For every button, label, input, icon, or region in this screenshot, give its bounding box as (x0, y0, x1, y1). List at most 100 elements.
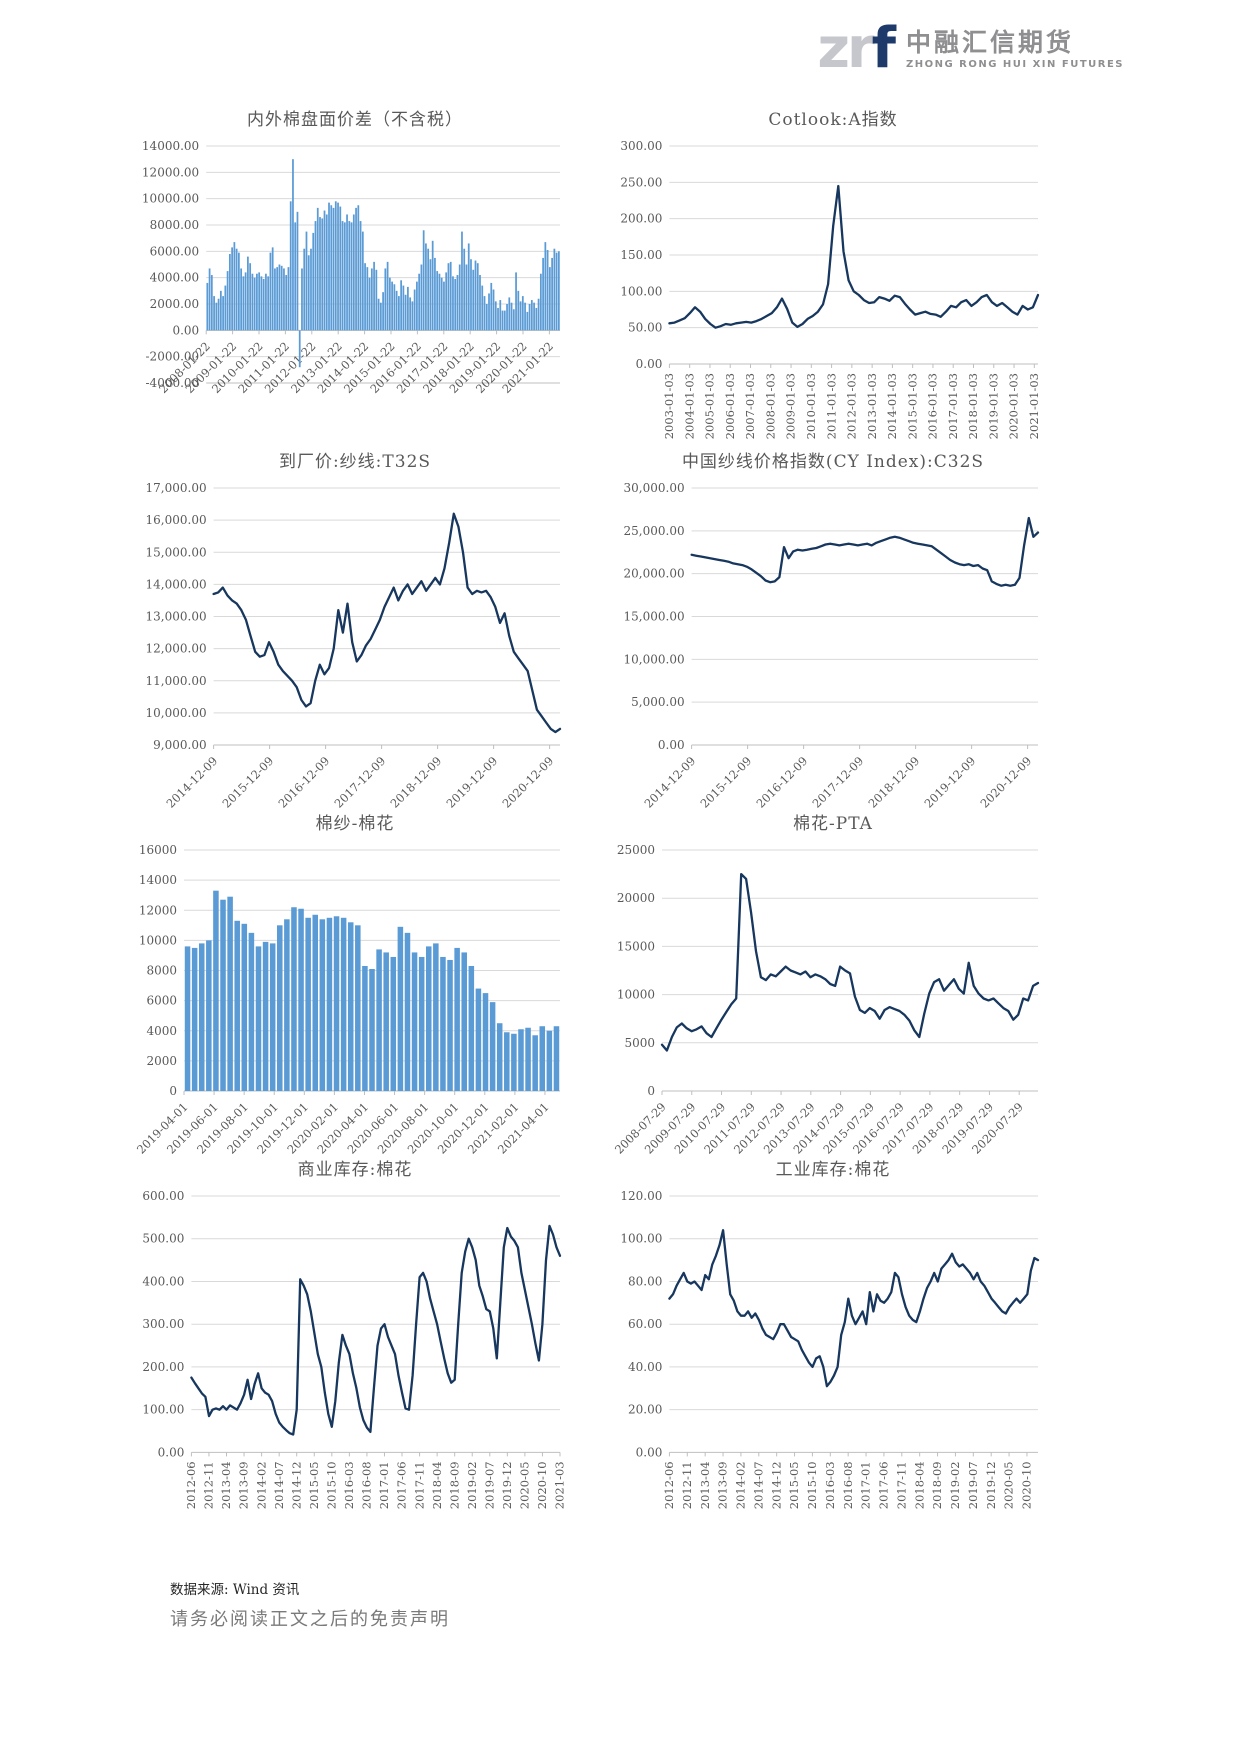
svg-text:2006-01-03: 2006-01-03 (723, 373, 737, 439)
svg-text:2017-01-03: 2017-01-03 (946, 373, 960, 439)
svg-text:100.00: 100.00 (142, 1403, 184, 1417)
svg-text:2020-12-09: 2020-12-09 (500, 754, 557, 810)
svg-text:16000: 16000 (139, 843, 177, 857)
svg-text:2014-07: 2014-07 (272, 1461, 286, 1509)
line-chart-canvas: 9,000.00 10,000.00 11,000.00 12,000.00 13,00… (146, 481, 562, 810)
svg-text:2014-02: 2014-02 (254, 1461, 268, 1509)
svg-text:2012-06: 2012-06 (662, 1461, 676, 1509)
chart-cotlook-a-index: Cotlook:A指数 0.00 50.00 100.00 150.00 200.00 2… (613, 106, 1053, 448)
svg-text:300.00: 300.00 (620, 139, 662, 153)
svg-text:10000.00: 10000.00 (142, 192, 199, 206)
chart-title: 棉纱-棉花 (315, 814, 395, 834)
svg-text:2019-02: 2019-02 (948, 1461, 962, 1509)
svg-text:20,000.00: 20,000.00 (624, 567, 685, 581)
bar-chart-canvas: -4000.00 -2000.00 0.00 2000.00 4000.00 6000.0… (142, 139, 560, 396)
chart-title: 内外棉盘面价差（不含税） (247, 110, 463, 130)
svg-text:30,000.00: 30,000.00 (624, 481, 685, 495)
svg-text:2018-01-03: 2018-01-03 (966, 373, 980, 439)
svg-text:250.00: 250.00 (620, 175, 662, 189)
svg-text:2017-06: 2017-06 (395, 1461, 409, 1509)
svg-text:2019-12: 2019-12 (984, 1461, 998, 1509)
svg-text:2018-09: 2018-09 (447, 1461, 461, 1509)
svg-text:2014-12: 2014-12 (289, 1461, 303, 1509)
chart-industrial-inventory-cotton: 工业库存:棉花 0.00 20.00 40.00 60.00 80.00 100.00 12… (613, 1156, 1053, 1516)
svg-text:14000: 14000 (139, 873, 177, 887)
svg-text:2017-06: 2017-06 (877, 1461, 891, 1509)
svg-text:12000.00: 12000.00 (142, 165, 199, 179)
svg-text:300.00: 300.00 (142, 1317, 184, 1331)
svg-text:14000.00: 14000.00 (142, 139, 199, 153)
svg-text:2016-03: 2016-03 (342, 1461, 356, 1509)
zrf-logo-mark: zrf (817, 20, 896, 78)
svg-text:2015-05: 2015-05 (787, 1461, 801, 1509)
logo-mark-f: f (871, 16, 896, 81)
line-chart-canvas: 0.00 5,000.00 10,000.00 15,000.00 20,000.00 2… (624, 481, 1040, 810)
svg-text:2010-01-03: 2010-01-03 (804, 373, 818, 439)
svg-text:2015-01-03: 2015-01-03 (905, 373, 919, 439)
svg-text:2013-01-03: 2013-01-03 (865, 373, 879, 439)
svg-text:2013-09: 2013-09 (716, 1461, 730, 1509)
svg-text:5000: 5000 (624, 1036, 655, 1050)
company-name-cn: 中融汇信期货 (905, 28, 1074, 57)
svg-text:2020-05: 2020-05 (1002, 1461, 1016, 1509)
svg-text:2020-10: 2020-10 (1020, 1461, 1034, 1509)
svg-text:2017-01: 2017-01 (377, 1461, 391, 1509)
chart-yarn-minus-cotton: 棉纱-棉花 0 2000 4000 6000 8000 10000 12000 14000 16… (135, 810, 575, 1156)
svg-text:2020-10: 2020-10 (535, 1461, 549, 1509)
svg-text:25,000.00: 25,000.00 (624, 524, 685, 538)
svg-text:-4000.00: -4000.00 (146, 376, 200, 390)
line-chart-canvas: 0.00 50.00 100.00 150.00 200.00 250.00 300.00 2… (620, 139, 1041, 439)
svg-text:2000: 2000 (146, 1054, 177, 1068)
svg-text:2016-01-03: 2016-01-03 (926, 373, 940, 439)
line-chart-canvas: 0.00 100.00 200.00 300.00 400.00 500.00 600.00… (142, 1189, 566, 1509)
svg-text:2015-12-09: 2015-12-09 (698, 754, 755, 810)
svg-text:0: 0 (647, 1084, 655, 1098)
svg-text:2003-01-03: 2003-01-03 (662, 373, 676, 439)
svg-text:10000: 10000 (139, 933, 177, 947)
svg-text:2009-01-03: 2009-01-03 (784, 373, 798, 439)
svg-text:2015-12-09: 2015-12-09 (220, 754, 277, 810)
svg-text:12,000.00: 12,000.00 (146, 642, 207, 656)
logo-text: 中融汇信期货 ZHONG RONG HUI XIN FUTURES (906, 29, 1124, 70)
svg-text:2018-04: 2018-04 (430, 1461, 444, 1509)
svg-text:2018-12-09: 2018-12-09 (388, 754, 445, 810)
svg-text:4000.00: 4000.00 (150, 271, 200, 285)
svg-text:2014-07: 2014-07 (751, 1461, 765, 1509)
chart-domestic-foreign-cotton-spread: 内外棉盘面价差（不含税） -4000.00 -2000.00 0.00 2000.00… (135, 106, 575, 448)
svg-text:2014-01-03: 2014-01-03 (885, 373, 899, 439)
chart-title: 棉花-PTA (793, 814, 873, 834)
svg-text:2019-12-09: 2019-12-09 (444, 754, 501, 810)
chart-commercial-inventory-cotton: 商业库存:棉花 0.00 100.00 200.00 300.00 400.00 500.… (135, 1156, 575, 1516)
svg-text:2017-01: 2017-01 (859, 1461, 873, 1509)
bar-chart-canvas: 0200040006000800010000120001400016000201… (135, 843, 560, 1156)
company-logo: zrf 中融汇信期货 ZHONG RONG HUI XIN FUTURES (817, 20, 1124, 78)
svg-text:10,000.00: 10,000.00 (146, 706, 207, 720)
svg-text:2014-12-09: 2014-12-09 (164, 754, 221, 810)
svg-text:2013-04: 2013-04 (219, 1461, 233, 1509)
svg-text:500.00: 500.00 (142, 1232, 184, 1246)
svg-text:2017-11: 2017-11 (412, 1461, 426, 1509)
svg-text:0.00: 0.00 (636, 357, 663, 371)
svg-text:2021-01-03: 2021-01-03 (1027, 373, 1041, 439)
svg-text:0.00: 0.00 (636, 1445, 663, 1459)
svg-text:200.00: 200.00 (620, 212, 662, 226)
svg-text:50.00: 50.00 (628, 321, 662, 335)
svg-text:2016-12-09: 2016-12-09 (754, 754, 811, 810)
disclaimer-note: 请务必阅读正文之后的免责声明 (170, 1609, 450, 1630)
svg-text:200.00: 200.00 (142, 1360, 184, 1374)
svg-text:0: 0 (169, 1084, 177, 1098)
svg-text:2000.00: 2000.00 (150, 297, 200, 311)
svg-text:17,000.00: 17,000.00 (146, 481, 207, 495)
svg-text:400.00: 400.00 (142, 1274, 184, 1288)
svg-text:2017-12-09: 2017-12-09 (810, 754, 867, 810)
svg-text:2012-01-03: 2012-01-03 (845, 373, 859, 439)
svg-text:2014-02: 2014-02 (734, 1461, 748, 1509)
svg-text:0.00: 0.00 (658, 738, 685, 752)
chart-cy-index-c32s: 中国纱线价格指数(CY Index):C32S 0.00 5,000.00 10,0… (613, 448, 1053, 810)
svg-text:2014-12-09: 2014-12-09 (642, 754, 699, 810)
svg-text:11,000.00: 11,000.00 (146, 674, 207, 688)
svg-text:4000: 4000 (146, 1024, 177, 1038)
svg-text:2016-03: 2016-03 (823, 1461, 837, 1509)
company-name-en: ZHONG RONG HUI XIN FUTURES (905, 59, 1124, 70)
svg-text:15,000.00: 15,000.00 (624, 610, 685, 624)
